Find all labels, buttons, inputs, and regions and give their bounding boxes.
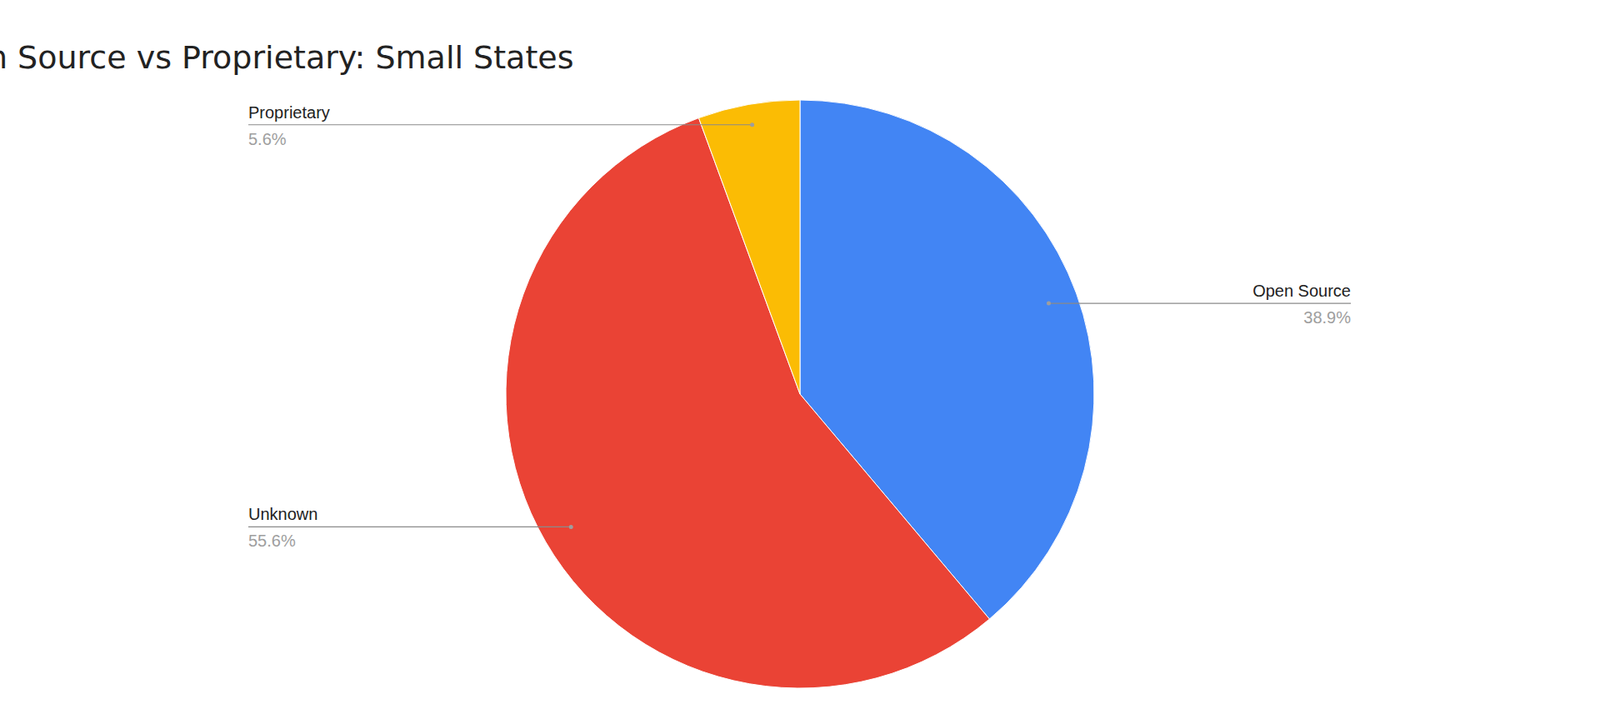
svg-text:Open Source: Open Source (1252, 281, 1351, 300)
svg-text:Open Source vs Proprietary: Sm: Open Source vs Proprietary: Small States (0, 39, 574, 76)
svg-text:Proprietary: Proprietary (248, 103, 330, 122)
svg-text:38.9%: 38.9% (1303, 308, 1351, 327)
svg-text:55.6%: 55.6% (248, 531, 296, 550)
svg-text:Unknown: Unknown (248, 505, 318, 524)
svg-text:5.6%: 5.6% (248, 130, 287, 149)
